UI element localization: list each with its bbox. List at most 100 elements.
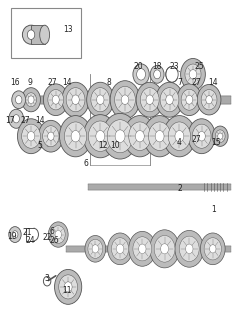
- Text: 11: 11: [62, 285, 72, 295]
- Text: 27: 27: [192, 135, 202, 144]
- Circle shape: [16, 96, 22, 104]
- Circle shape: [60, 116, 92, 157]
- Circle shape: [138, 244, 146, 253]
- Circle shape: [177, 84, 202, 116]
- Text: 5: 5: [37, 141, 42, 150]
- Circle shape: [181, 89, 198, 110]
- Circle shape: [210, 245, 216, 253]
- Circle shape: [112, 238, 129, 260]
- Circle shape: [160, 244, 168, 254]
- Circle shape: [26, 93, 36, 107]
- Circle shape: [154, 236, 175, 262]
- Circle shape: [163, 116, 196, 157]
- Circle shape: [66, 88, 85, 112]
- Text: 23: 23: [170, 62, 179, 71]
- Text: 8: 8: [106, 78, 111, 87]
- Circle shape: [215, 130, 225, 142]
- Circle shape: [140, 88, 159, 112]
- Circle shape: [64, 122, 87, 150]
- Text: 14: 14: [62, 78, 72, 87]
- Text: 9: 9: [28, 78, 32, 87]
- Ellipse shape: [22, 25, 40, 44]
- Circle shape: [160, 88, 179, 112]
- Circle shape: [13, 115, 20, 123]
- Text: 25: 25: [194, 62, 204, 71]
- Circle shape: [129, 122, 151, 150]
- Circle shape: [180, 59, 205, 90]
- Circle shape: [12, 91, 26, 108]
- Circle shape: [136, 69, 145, 80]
- Text: 27: 27: [47, 78, 57, 87]
- Circle shape: [44, 84, 68, 116]
- Text: 21: 21: [22, 228, 32, 237]
- Text: 7: 7: [177, 78, 182, 87]
- Ellipse shape: [40, 25, 50, 44]
- Circle shape: [27, 132, 35, 141]
- Polygon shape: [21, 133, 224, 140]
- Ellipse shape: [27, 30, 35, 39]
- Circle shape: [114, 86, 136, 113]
- Text: 20: 20: [134, 62, 143, 71]
- Circle shape: [188, 119, 215, 154]
- Circle shape: [55, 230, 62, 239]
- Text: 4: 4: [177, 138, 182, 147]
- Circle shape: [150, 66, 164, 83]
- Circle shape: [133, 237, 152, 261]
- Circle shape: [59, 275, 78, 299]
- Circle shape: [96, 95, 104, 105]
- Circle shape: [88, 239, 103, 258]
- Text: 2: 2: [177, 184, 182, 193]
- Text: 1: 1: [212, 205, 216, 214]
- Circle shape: [115, 130, 125, 142]
- Circle shape: [71, 131, 80, 142]
- Circle shape: [185, 64, 201, 85]
- Circle shape: [144, 116, 176, 157]
- Text: 26: 26: [50, 236, 59, 245]
- Text: 14: 14: [208, 78, 218, 87]
- Circle shape: [52, 95, 59, 104]
- Bar: [31, 25, 45, 44]
- Circle shape: [150, 230, 180, 268]
- Circle shape: [48, 90, 64, 110]
- Circle shape: [54, 269, 82, 304]
- Circle shape: [48, 222, 68, 247]
- Text: 24: 24: [25, 236, 35, 245]
- Circle shape: [175, 230, 204, 267]
- Circle shape: [108, 233, 132, 265]
- Bar: [11, 8, 80, 59]
- Circle shape: [186, 244, 193, 253]
- Circle shape: [136, 82, 163, 117]
- Circle shape: [124, 116, 156, 157]
- Circle shape: [201, 90, 217, 110]
- Circle shape: [102, 113, 138, 159]
- Circle shape: [9, 227, 21, 243]
- Circle shape: [204, 238, 222, 260]
- Circle shape: [92, 245, 98, 253]
- Circle shape: [166, 95, 173, 105]
- Text: 10: 10: [110, 141, 120, 150]
- Polygon shape: [21, 96, 231, 104]
- Circle shape: [155, 131, 164, 142]
- Circle shape: [175, 131, 184, 142]
- Text: 3: 3: [45, 275, 50, 284]
- Text: 22: 22: [42, 233, 52, 242]
- Circle shape: [9, 109, 24, 128]
- Circle shape: [180, 236, 199, 261]
- Circle shape: [18, 119, 45, 154]
- Circle shape: [64, 282, 72, 292]
- Polygon shape: [88, 184, 231, 190]
- Circle shape: [84, 115, 117, 158]
- Circle shape: [22, 124, 40, 148]
- Circle shape: [136, 131, 144, 142]
- Text: 16: 16: [10, 78, 20, 87]
- Circle shape: [156, 82, 183, 117]
- Polygon shape: [66, 246, 231, 252]
- Text: 27: 27: [20, 116, 30, 125]
- Circle shape: [91, 88, 110, 112]
- Circle shape: [88, 121, 112, 151]
- Circle shape: [154, 70, 160, 79]
- Text: 18: 18: [152, 62, 162, 71]
- Circle shape: [28, 96, 34, 104]
- Circle shape: [198, 132, 205, 141]
- Text: 6: 6: [83, 159, 88, 168]
